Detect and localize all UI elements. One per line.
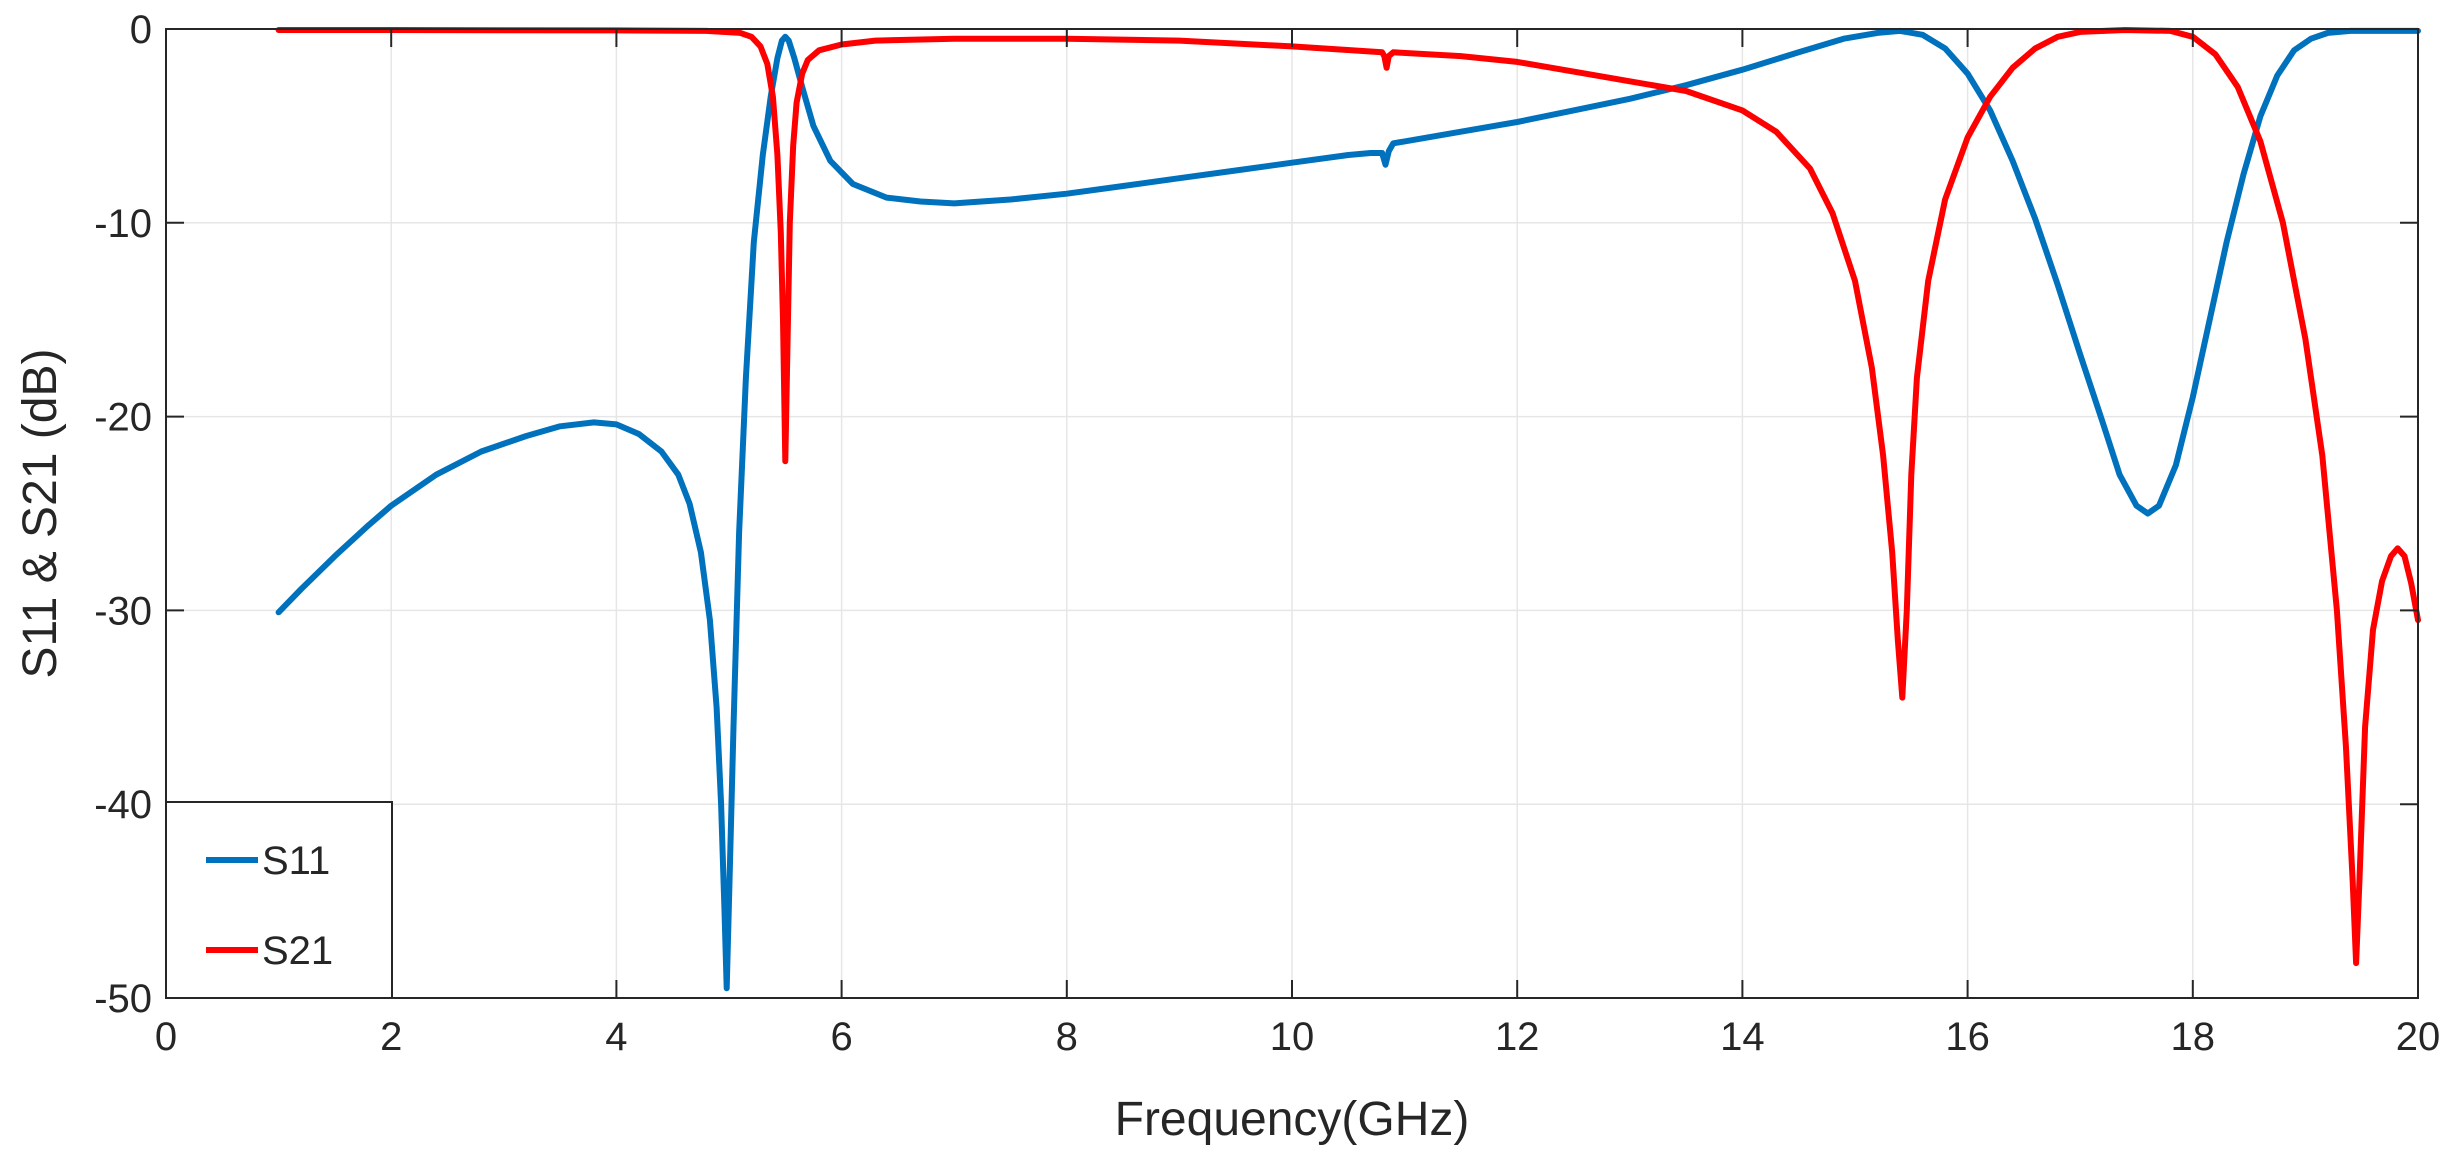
x-tick-label: 4 [605, 1015, 627, 1059]
y-tick-label: -30 [94, 589, 152, 633]
legend-label-s21: S21 [262, 929, 333, 973]
y-tick-label: -50 [94, 977, 152, 1021]
y-axis-label: S11 & S21 (dB) [14, 349, 67, 679]
x-tick-label: 6 [830, 1015, 852, 1059]
x-tick-label: 16 [1945, 1015, 1990, 1059]
x-axis-label: Frequency(GHz) [1115, 1093, 1470, 1146]
tick-label-layer: 0 2 4 6 8 10 12 14 16 18 20 0 -10 -20 -30 -40 -50 [94, 8, 2440, 1059]
x-tick-label: 0 [155, 1015, 177, 1059]
legend: S11 S21 [165, 801, 393, 999]
x-tick-label: 14 [1720, 1015, 1765, 1059]
series-layer [275, 27, 2421, 992]
series-line-s11 [275, 27, 2421, 992]
x-tick-label: 12 [1495, 1015, 1540, 1059]
y-tick-label: -40 [94, 783, 152, 827]
y-tick-label: -20 [94, 396, 152, 440]
legend-box [165, 801, 393, 999]
y-tick-label: 0 [130, 8, 152, 52]
x-tick-label: 2 [380, 1015, 402, 1059]
y-tick-label: -10 [94, 202, 152, 246]
x-tick-label: 10 [1270, 1015, 1315, 1059]
tick-layer [165, 28, 2419, 999]
x-tick-label: 20 [2396, 1015, 2441, 1059]
legend-label-s11: S11 [262, 839, 330, 883]
grid-layer [166, 29, 2418, 998]
x-tick-label: 18 [2171, 1015, 2216, 1059]
series-line-s21 [275, 27, 2421, 967]
x-tick-label: 8 [1056, 1015, 1078, 1059]
